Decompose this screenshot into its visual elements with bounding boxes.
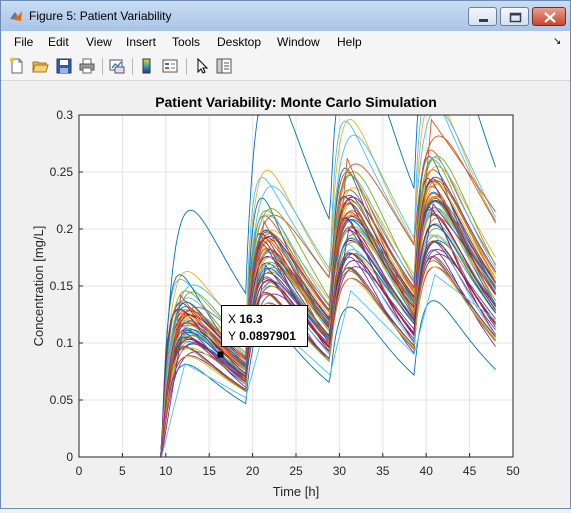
datatip-y-value: 0.0897901	[239, 329, 296, 343]
datatip-marker[interactable]	[217, 351, 224, 358]
figure-canvas: Patient Variability: Monte Carlo Simulat…	[1, 81, 570, 508]
menu-view[interactable]: View	[86, 35, 112, 49]
chart-title: Patient Variability: Monte Carlo Simulat…	[155, 94, 437, 110]
open-file-icon[interactable]	[31, 57, 49, 75]
x-tick-label: 0	[76, 464, 83, 478]
minimize-icon	[479, 19, 488, 22]
title-bar[interactable]: Figure 5: Patient Variability	[1, 1, 570, 31]
series-line-extreme	[161, 273, 496, 458]
datatip-x-label: X	[228, 312, 237, 326]
minimize-button[interactable]	[468, 7, 497, 26]
x-tick-label: 50	[506, 464, 520, 478]
menu-edit[interactable]: Edit	[48, 35, 69, 49]
maximize-icon	[509, 12, 522, 23]
menu-window[interactable]: Window	[277, 35, 320, 49]
y-tick-label: 0.25	[50, 165, 74, 179]
toolbar-separator	[132, 58, 133, 75]
x-tick-label: 10	[159, 464, 173, 478]
x-tick-label: 40	[420, 464, 434, 478]
y-tick-label: 0.05	[50, 393, 74, 407]
x-axis: 0 5 10 15 20 25 30 35 40 45 50	[76, 453, 520, 478]
menu-desktop[interactable]: Desktop	[217, 35, 262, 49]
datatip-y-row: Y 0.0897901	[228, 328, 307, 345]
x-tick-label: 20	[246, 464, 260, 478]
line-chart[interactable]: Patient Variability: Monte Carlo Simulat…	[1, 81, 570, 508]
dock-arrow-icon[interactable]: ↘	[553, 36, 562, 47]
close-button[interactable]	[532, 7, 566, 26]
maximize-button[interactable]	[500, 7, 529, 26]
figure-toolbar	[1, 53, 570, 81]
datatip[interactable]: X 16.3 Y 0.0897901	[221, 305, 308, 347]
colorbar-icon[interactable]	[138, 57, 156, 75]
new-figure-icon[interactable]	[8, 57, 26, 75]
y-tick-label: 0	[66, 450, 73, 464]
save-icon[interactable]	[55, 57, 73, 75]
menu-insert[interactable]: Insert	[126, 35, 157, 49]
menu-file[interactable]: File	[14, 35, 34, 49]
y-tick-label: 0.15	[50, 279, 74, 293]
x-tick-label: 30	[333, 464, 347, 478]
x-tick-label: 45	[463, 464, 477, 478]
window-title: Figure 5: Patient Variability	[29, 9, 172, 23]
toolbar-separator	[186, 58, 187, 75]
close-icon	[544, 12, 556, 23]
y-tick-label: 0.1	[56, 336, 73, 350]
link-plot-icon[interactable]	[108, 57, 126, 75]
pointer-icon[interactable]	[193, 57, 211, 75]
x-tick-label: 25	[289, 464, 303, 478]
y-tick-label: 0.2	[56, 222, 73, 236]
y-axis: 0 0.05 0.1 0.15 0.2 0.25 0.3	[50, 108, 83, 464]
y-tick-label: 0.3	[56, 108, 73, 122]
x-tick-label: 5	[119, 464, 126, 478]
menu-bar: File Edit View Insert Tools Desktop Wind…	[1, 31, 570, 53]
x-tick-label: 15	[203, 464, 217, 478]
x-axis-label: Time [h]	[273, 484, 319, 499]
datatip-x-row: X 16.3	[228, 311, 307, 328]
datatip-x-value: 16.3	[239, 312, 263, 326]
legend-icon[interactable]	[161, 57, 179, 75]
x-tick-label: 35	[376, 464, 390, 478]
menu-help[interactable]: Help	[337, 35, 362, 49]
datatip-y-label: Y	[228, 329, 236, 343]
matlab-logo-icon	[10, 11, 22, 21]
y-axis-label: Concentration [mg/L]	[31, 226, 46, 347]
print-icon[interactable]	[78, 57, 96, 75]
property-inspector-icon[interactable]	[215, 57, 233, 75]
series-line-extreme	[161, 118, 496, 458]
toolbar-separator	[102, 58, 103, 75]
menu-tools[interactable]: Tools	[172, 35, 201, 49]
series-line-extreme	[161, 202, 496, 458]
